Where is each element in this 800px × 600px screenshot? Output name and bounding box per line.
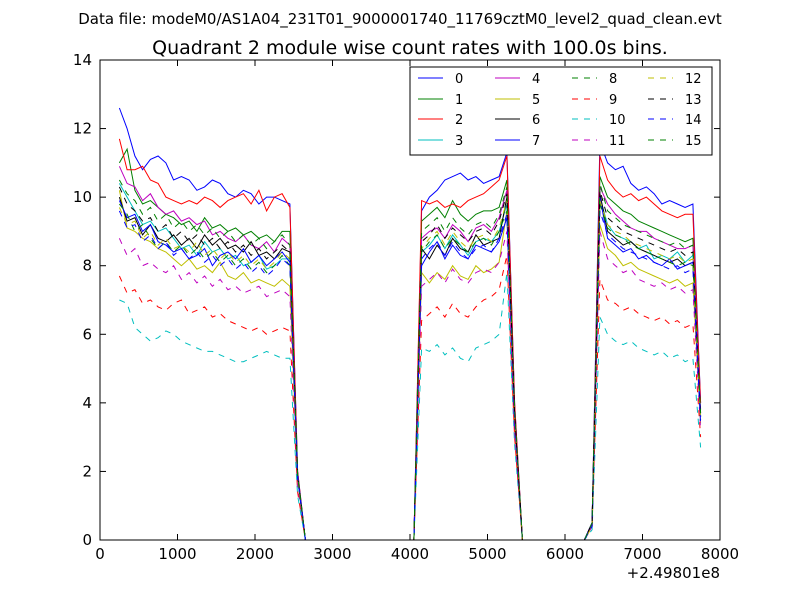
x-tick-label: 8000: [701, 545, 739, 563]
series-line-6: [118, 193, 702, 540]
legend-label-11: 11: [609, 134, 626, 149]
x-tick-label: 4000: [391, 545, 429, 563]
suptitle: Data file: modeM0/AS1A04_231T01_90000017…: [78, 10, 722, 29]
x-tick-label: 1000: [158, 545, 196, 563]
legend-label-13: 13: [685, 93, 702, 108]
series-line-1: [118, 147, 702, 540]
series-line-11: [118, 231, 702, 540]
series-line-5: [118, 190, 702, 540]
legend-label-1: 1: [455, 93, 463, 108]
legend-label-15: 15: [685, 134, 702, 149]
y-tick-label: 12: [73, 120, 92, 138]
legend-label-9: 9: [609, 93, 617, 108]
legend-label-4: 4: [532, 72, 540, 87]
x-tick-label: 3000: [313, 545, 351, 563]
series-line-14: [118, 210, 702, 540]
plot-area: 0 1000 2000 3000 4000 5000 6000 7000 80000246810…: [73, 51, 739, 563]
series-line-8: [118, 203, 702, 540]
series-line-4: [118, 166, 702, 540]
legend-label-0: 0: [455, 72, 463, 87]
legend-label-3: 3: [455, 134, 463, 149]
y-tick-label: 2: [82, 462, 92, 480]
ticks-layer: 0 1000 2000 3000 4000 5000 6000 7000 80000246810…: [73, 51, 739, 563]
legend-label-12: 12: [685, 72, 702, 87]
y-tick-label: 4: [82, 394, 92, 412]
x-tick-label: 6000: [546, 545, 584, 563]
legend-label-5: 5: [532, 93, 540, 108]
x-tick-label: 2000: [236, 545, 274, 563]
series-line-15: [118, 179, 702, 540]
y-tick-label: 10: [73, 188, 92, 206]
x-tick-label: 0: [95, 545, 105, 563]
y-tick-label: 6: [82, 325, 92, 343]
legend-label-14: 14: [685, 113, 702, 128]
y-tick-label: 8: [82, 257, 92, 275]
series-line-10: [119, 272, 702, 540]
chart-title: Quadrant 2 module wise count rates with …: [152, 37, 668, 59]
legend-label-7: 7: [532, 134, 540, 149]
x-tick-label: 5000: [468, 545, 506, 563]
x-tick-label: 7000: [623, 545, 661, 563]
series-line-9: [118, 255, 702, 540]
legend-label-10: 10: [609, 113, 626, 128]
series-layer: [118, 107, 702, 540]
x-offset-label: +2.49801e8: [627, 564, 720, 582]
y-tick-label: 0: [82, 531, 92, 549]
legend-label-8: 8: [609, 72, 617, 87]
legend-label-2: 2: [455, 113, 463, 128]
series-line-0: [118, 107, 702, 540]
series-line-2: [118, 138, 702, 540]
y-tick-label: 14: [73, 51, 92, 69]
series-line-12: [118, 200, 702, 540]
legend-label-6: 6: [532, 113, 540, 128]
series-line-7: [118, 197, 702, 540]
